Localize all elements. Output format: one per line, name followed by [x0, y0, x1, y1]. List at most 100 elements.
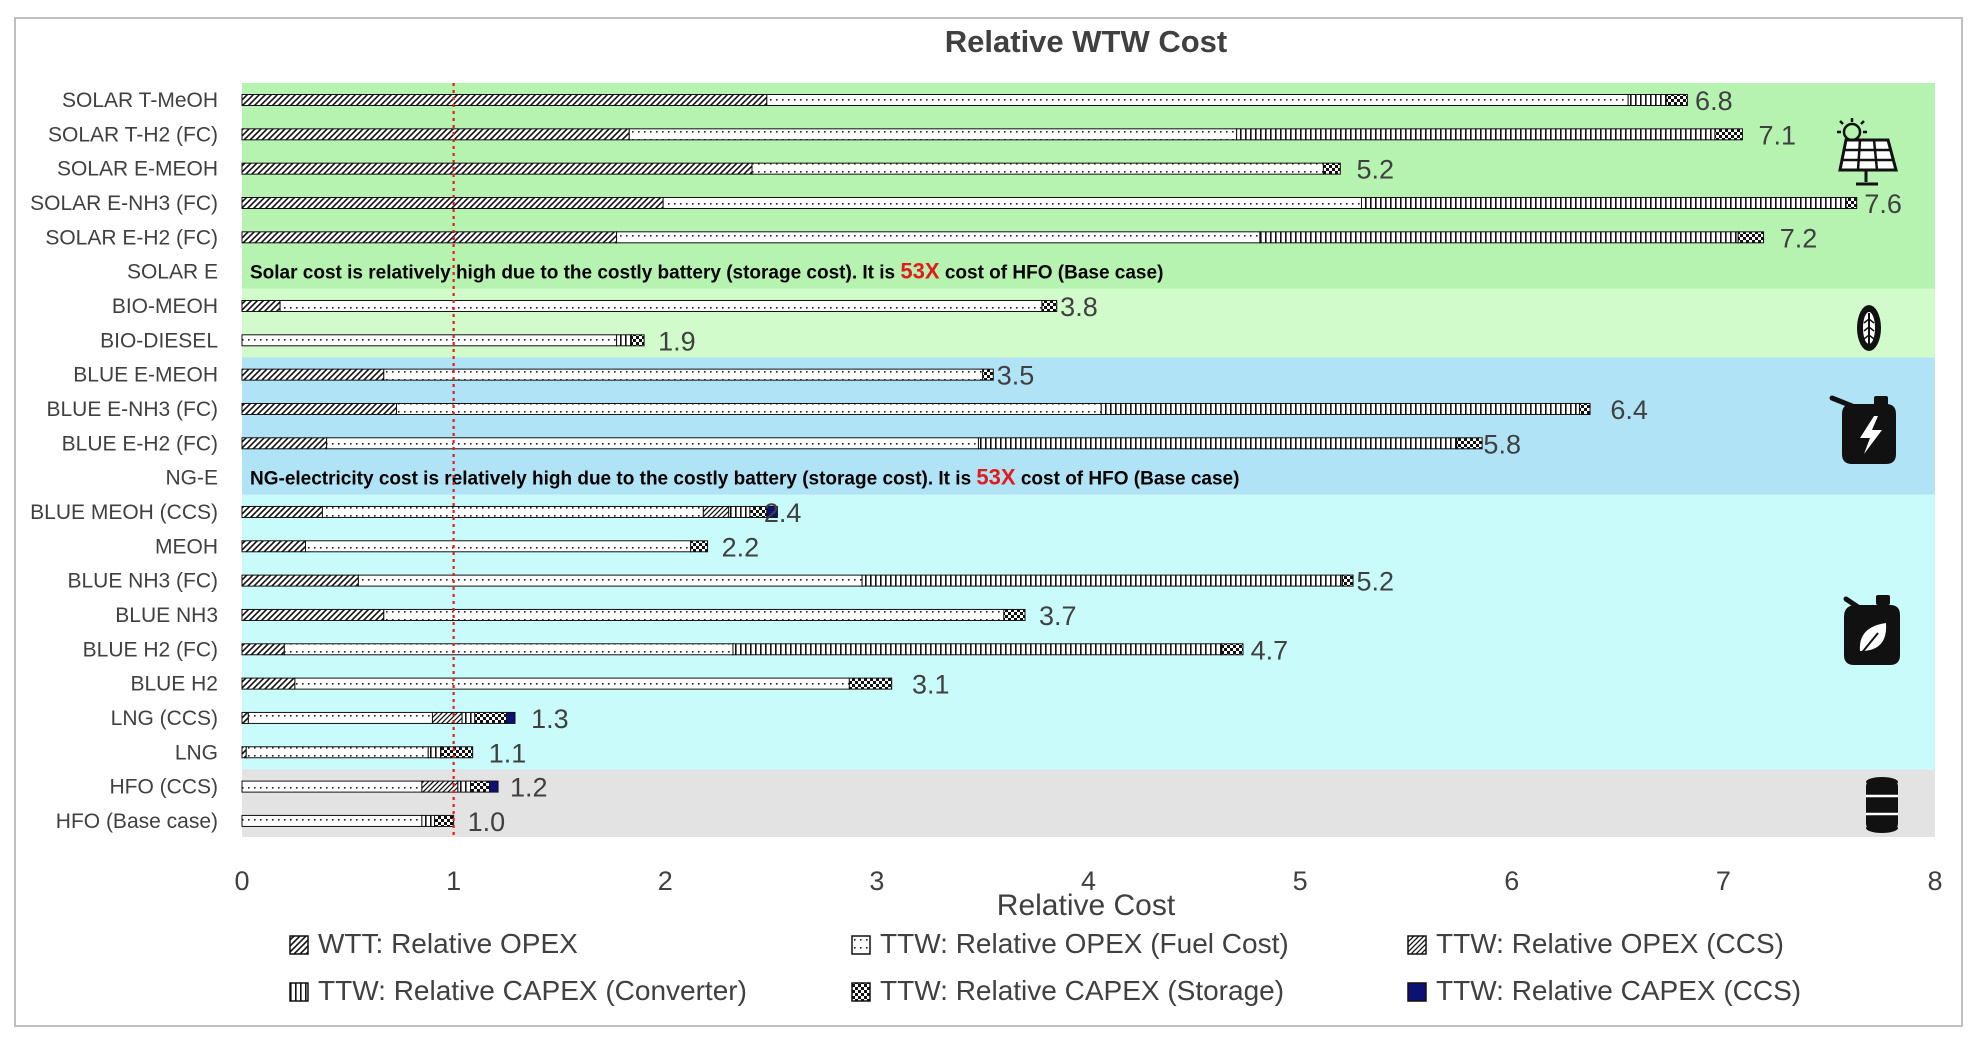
bar-storage [1003, 608, 1026, 621]
bar-wtt [241, 540, 306, 553]
bar-fuel [241, 780, 423, 793]
x-tick-label: 0 [234, 866, 249, 896]
y-label: BLUE H2 (FC) [83, 638, 218, 661]
bar-storage [630, 334, 645, 347]
bar-wtt [241, 574, 359, 587]
bar-converter [1100, 402, 1580, 415]
bar-converter [457, 780, 472, 793]
bar-fuel [383, 608, 1005, 621]
y-label: BLUE H2 [130, 673, 218, 696]
y-label: SOLAR T-MeOH [62, 89, 218, 112]
bar-converter [1627, 94, 1667, 106]
bar-wtt [241, 746, 247, 759]
y-label: SOLAR E-NH3 (FC) [30, 192, 218, 215]
bar-fuel [766, 94, 1629, 106]
bar-fuel [321, 505, 704, 518]
band-hfo [242, 769, 1935, 837]
bar-storage [1845, 196, 1858, 209]
total-label: 7.1 [1759, 120, 1797, 150]
legend-label: TTW: Relative CAPEX (Converter) [318, 975, 747, 1006]
y-label: LNG (CCS) [111, 707, 218, 730]
total-label: 7.2 [1780, 223, 1818, 253]
bar-converter [421, 814, 436, 827]
total-label: 5.2 [1356, 155, 1394, 185]
bar-storage [470, 780, 491, 793]
green-fuel-can-icon [1843, 595, 1900, 665]
bar-wtt [241, 505, 323, 518]
total-label: 6.8 [1695, 86, 1733, 116]
y-label: HFO (CCS) [110, 776, 219, 799]
bar-ccs_opex [421, 780, 459, 793]
solar-panel-icon [1837, 118, 1898, 186]
annotation-part: cost of HFO (Base case) [1016, 469, 1240, 490]
band-blue-fuel [242, 494, 1935, 770]
x-tick-label: 7 [1716, 866, 1731, 896]
bar-fuel [241, 814, 423, 827]
legend-label: TTW: Relative CAPEX (Storage) [880, 975, 1284, 1006]
total-label: 4.7 [1251, 635, 1289, 665]
y-label: SOLAR E [127, 261, 218, 284]
legend-label: TTW: Relative CAPEX (CCS) [1436, 975, 1801, 1006]
annotation-text: NG-electricity cost is relatively high d… [250, 465, 1239, 490]
y-label: BLUE E-NH3 (FC) [46, 398, 218, 421]
y-label: BLUE E-MEOH [73, 364, 218, 387]
bar-converter [732, 643, 1223, 656]
bar-storage [982, 368, 994, 381]
legend-swatch-ccs_opex [1407, 935, 1427, 955]
bar-wtt [241, 231, 618, 244]
y-label: BIO-DIESEL [100, 329, 218, 352]
y-label: SOLAR E-MEOH [57, 158, 218, 181]
bar-wtt [241, 368, 385, 381]
x-axis: 0 1 2 3 4 5 6 7 8 [234, 866, 1942, 896]
oil-barrel-icon [1866, 777, 1898, 833]
bar-fuel [616, 231, 1261, 244]
bar-converter [1236, 128, 1716, 141]
chart-title: Relative WTW Cost [945, 24, 1227, 59]
bar-wtt [241, 94, 768, 106]
bar-converter [461, 711, 476, 724]
bar-storage [1341, 574, 1354, 587]
x-tick-label: 1 [446, 866, 461, 896]
bar-storage [474, 711, 508, 724]
bar-converter [861, 574, 1343, 587]
total-labels: 6.8 7.1 5.2 7.6 7.2 3.8 1.9 3.5 6.4 5.8 2.42.2 5.2 3… [468, 86, 1902, 837]
y-label: MEOH [155, 535, 218, 558]
y-label: BLUE MEOH (CCS) [30, 501, 218, 524]
y-label: SOLAR T-H2 (FC) [48, 123, 218, 146]
y-label: BLUE NH3 (FC) [67, 570, 218, 593]
bar-fuel [304, 540, 692, 553]
total-label: 2.4 [764, 498, 802, 528]
total-label: 1.0 [468, 807, 506, 837]
bar-fuel [628, 128, 1238, 141]
bar-ccs_capex [506, 711, 516, 724]
legend-label: TTW: Relative OPEX (CCS) [1436, 928, 1784, 959]
bar-ccs_opex [702, 505, 730, 518]
legend: WTT: Relative OPEX TTW: Relative OPEX (Fu… [289, 928, 1801, 1006]
total-label: 7.6 [1864, 189, 1902, 219]
total-label: 3.7 [1039, 601, 1077, 631]
bar-fuel [283, 643, 734, 656]
y-label: LNG [175, 741, 218, 764]
x-tick-label: 6 [1504, 866, 1519, 896]
bar-ccs_capex [489, 780, 499, 793]
total-label: 6.4 [1610, 395, 1648, 425]
legend-label: WTT: Relative OPEX [318, 928, 578, 959]
bar-fuel [245, 746, 429, 759]
bar-storage [1714, 128, 1743, 141]
bar-storage [1578, 402, 1591, 415]
bar-fuel [294, 677, 850, 690]
bar-fuel [662, 196, 1362, 209]
bar-fuel [241, 334, 618, 347]
y-label: BLUE E-H2 (FC) [62, 432, 218, 455]
y-label: BIO-MEOH [112, 295, 218, 318]
y-label: SOLAR E-H2 (FC) [45, 226, 218, 249]
y-axis-labels: SOLAR T-MeOH SOLAR T-H2 (FC) SOLAR E-MEOH S… [30, 89, 218, 833]
bar-storage [1665, 94, 1688, 106]
bar-wtt [241, 128, 630, 141]
bar-fuel [383, 368, 984, 381]
y-label: HFO (Base case) [56, 810, 218, 833]
bar-fuel [247, 711, 433, 724]
legend-label: TTW: Relative OPEX (Fuel Cost) [880, 928, 1289, 959]
